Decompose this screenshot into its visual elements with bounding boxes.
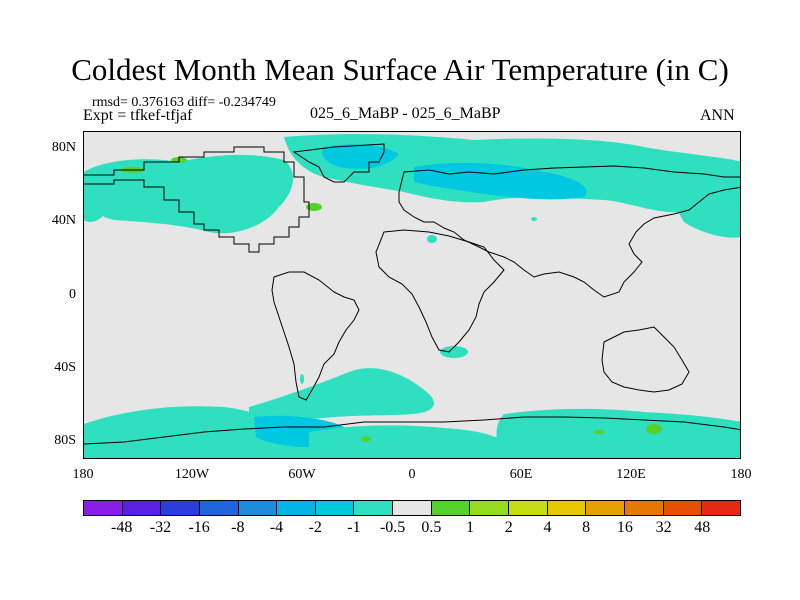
colorbar-segment bbox=[586, 501, 625, 515]
colorbar-segment bbox=[509, 501, 548, 515]
outline-antarctica bbox=[84, 416, 740, 445]
outline-eurasia bbox=[398, 165, 740, 298]
colorbar-tick-label: 0.5 bbox=[421, 519, 442, 536]
anomaly-region-antarctic-mid bbox=[309, 425, 504, 458]
anomaly-region-north-america bbox=[84, 154, 294, 234]
colorbar-tick-label: 16 bbox=[616, 519, 633, 536]
outline-greenland bbox=[292, 143, 385, 183]
plot-title: Coldest Month Mean Surface Air Temperatu… bbox=[71, 52, 729, 87]
colorbar-tick-label: 4 bbox=[543, 519, 552, 536]
colorbar-tick-label: 32 bbox=[655, 519, 672, 536]
colorbar-segment bbox=[470, 501, 510, 515]
anomaly-negative-patch bbox=[531, 217, 537, 221]
season-label: ANN bbox=[700, 107, 735, 124]
lat-label-40s: 40S bbox=[54, 360, 76, 375]
lat-label-80n: 80N bbox=[51, 140, 76, 155]
rmsd-diff-label: rmsd= 0.376163 diff= -0.234749 bbox=[92, 95, 276, 110]
lon-label-120w: 120W bbox=[174, 467, 210, 482]
anomaly-region-atlantic-w bbox=[84, 194, 103, 222]
colorbar-tick-label: 2 bbox=[504, 519, 513, 536]
colorbar-tick-label: 8 bbox=[582, 519, 591, 536]
lat-label-80s: 80S bbox=[54, 433, 76, 448]
colorbar-segment bbox=[393, 501, 432, 515]
colorbar-segment bbox=[238, 501, 278, 515]
lon-label-180e: 180 bbox=[730, 467, 752, 482]
colorbar-segment bbox=[199, 501, 239, 515]
anomaly-positive-patch bbox=[593, 430, 605, 434]
temperature-difference-map bbox=[83, 131, 741, 459]
colorbar-tick-label: -32 bbox=[149, 519, 172, 536]
outline-australia bbox=[601, 326, 690, 393]
anomaly-region-antarctic-east bbox=[496, 408, 740, 458]
lon-label-180w: 180 bbox=[72, 467, 94, 482]
colorbar-segment bbox=[702, 501, 740, 515]
colorbar-tick-label: 1 bbox=[466, 519, 475, 536]
colorbar-segment bbox=[315, 501, 355, 515]
anomaly-region-eurasia-strong bbox=[414, 162, 587, 200]
outline-north-america bbox=[84, 146, 310, 253]
lat-label-0: 0 bbox=[69, 287, 76, 302]
colorbar-segment bbox=[354, 501, 394, 515]
anomaly-positive-patch bbox=[646, 424, 662, 434]
colorbar bbox=[83, 500, 741, 516]
colorbar-segment bbox=[277, 501, 316, 515]
lon-label-60w: 60W bbox=[288, 467, 316, 482]
anomaly-region-pacific-ne bbox=[675, 172, 740, 238]
anomaly-negative-patch bbox=[440, 346, 468, 358]
colorbar-segment bbox=[663, 501, 703, 515]
lon-label-120e: 120E bbox=[616, 467, 646, 482]
outline-south-america bbox=[271, 271, 360, 401]
experiment-label: Expt = tfkef-tfjaf bbox=[83, 107, 193, 124]
anomaly-negative-patch bbox=[300, 374, 304, 384]
anomaly-region-arctic-strong bbox=[322, 144, 399, 169]
colorbar-tick-label: -16 bbox=[188, 519, 210, 536]
colorbar-tick-label: -0.5 bbox=[379, 519, 406, 536]
colorbar-tick-label: -48 bbox=[111, 519, 133, 536]
outline-africa bbox=[375, 229, 505, 353]
colorbar-segment bbox=[431, 501, 471, 515]
colorbar-segment bbox=[161, 501, 200, 515]
colorbar-tick-label: 48 bbox=[694, 519, 711, 536]
colorbar-segment bbox=[624, 501, 664, 515]
lon-label-0: 0 bbox=[408, 467, 416, 482]
anomaly-region-south-atlantic bbox=[249, 368, 434, 420]
colorbar-tick-label: -4 bbox=[269, 519, 284, 536]
anomaly-positive-patch bbox=[361, 436, 371, 442]
colorbar-tick-label: -1 bbox=[347, 519, 361, 536]
continent-outlines bbox=[84, 143, 740, 445]
anomaly-negative-patch bbox=[427, 235, 437, 243]
lon-label-60e: 60E bbox=[509, 467, 533, 482]
center-subtitle: 025_6_MaBP - 025_6_MaBP bbox=[310, 105, 501, 122]
map-canvas bbox=[84, 134, 740, 458]
anomaly-positive-patch bbox=[306, 203, 322, 211]
colorbar-tick-label: -2 bbox=[308, 519, 322, 536]
colorbar-segment bbox=[547, 501, 587, 515]
colorbar-segment bbox=[122, 501, 162, 515]
lat-label-40n: 40N bbox=[51, 213, 76, 228]
colorbar-tick-label: -8 bbox=[231, 519, 245, 536]
colorbar-segment bbox=[84, 501, 123, 515]
